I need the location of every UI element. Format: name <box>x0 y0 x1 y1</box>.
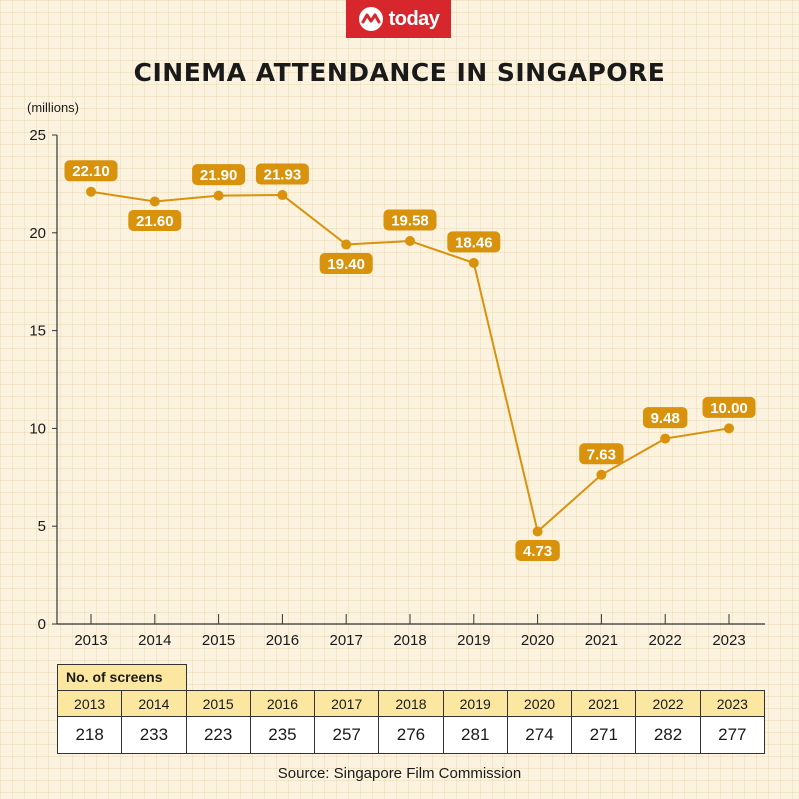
screens-count-cell: 235 <box>249 716 316 754</box>
x-tick-label: 2019 <box>457 632 490 649</box>
screens-year-cell: 2023 <box>699 690 766 717</box>
x-tick-label: 2013 <box>74 632 107 649</box>
screens-count-cell: 223 <box>185 716 251 754</box>
screens-year-cell: 2014 <box>121 690 187 717</box>
x-tick-label: 2014 <box>138 632 171 649</box>
screens-year-cell: 2020 <box>506 690 573 717</box>
chart-title: CINEMA ATTENDANCE IN SINGAPORE <box>133 58 666 87</box>
data-point <box>660 433 671 444</box>
screens-year-cell: 2019 <box>442 690 508 717</box>
data-point <box>468 257 479 268</box>
screens-count-cell: 276 <box>378 716 444 754</box>
screens-count-cell: 282 <box>635 716 701 754</box>
data-point <box>213 190 224 201</box>
data-label-text: 9.48 <box>651 410 680 427</box>
x-tick-label: 2022 <box>649 632 682 649</box>
screens-count-cell: 277 <box>699 716 766 754</box>
data-label-text: 7.63 <box>587 446 616 463</box>
data-label: 9.48 <box>643 407 688 429</box>
screens-year-cell: 2022 <box>635 690 701 717</box>
y-tick-label: 10 <box>29 420 46 437</box>
data-label: 21.93 <box>255 163 309 185</box>
x-tick-label: 2020 <box>521 632 554 649</box>
source-note: Source: Singapore Film Commission <box>277 765 522 782</box>
screens-count-cell: 274 <box>506 716 573 754</box>
data-label-box <box>128 210 182 232</box>
today-logo: today <box>346 0 451 38</box>
data-label-box <box>579 443 624 465</box>
data-label: 7.63 <box>579 443 624 465</box>
data-label-box <box>643 407 688 429</box>
y-tick-label: 20 <box>29 225 46 242</box>
data-label-box <box>192 164 246 186</box>
x-tick-label: 2015 <box>202 632 235 649</box>
x-tick-label: 2021 <box>585 632 618 649</box>
data-label: 19.40 <box>319 253 373 275</box>
data-point <box>149 196 160 207</box>
data-label-text: 21.93 <box>264 167 302 184</box>
today-logo-icon <box>358 7 383 31</box>
screens-count-cell: 271 <box>571 716 637 754</box>
data-label: 18.46 <box>447 231 501 253</box>
screens-year-cell: 2016 <box>249 690 316 717</box>
screens-years-row: 2013 2014 2015 2016 2017 2018 2019 2020 2021 2022… <box>56 690 766 717</box>
data-label: 19.58 <box>383 209 437 231</box>
data-label-box <box>319 253 373 275</box>
data-label-box <box>64 160 118 182</box>
data-point <box>277 190 288 201</box>
data-label-box <box>383 209 437 231</box>
screens-year-cell: 2018 <box>378 690 444 717</box>
data-label-box <box>702 396 756 418</box>
data-label-text: 18.46 <box>455 234 493 251</box>
screens-table-header: No. of screens <box>57 664 187 690</box>
data-point <box>86 186 96 197</box>
screens-count-cell: 233 <box>121 716 187 754</box>
data-label-text: 4.73 <box>523 543 552 560</box>
data-point <box>405 236 415 247</box>
x-tick-label: 2018 <box>393 632 426 649</box>
screens-count-cell: 218 <box>56 716 123 754</box>
data-point <box>341 239 352 250</box>
data-label-box <box>447 231 501 253</box>
data-label-text: 10.00 <box>710 400 748 417</box>
screens-year-cell: 2017 <box>314 690 380 717</box>
screens-year-cell: 2015 <box>185 690 251 717</box>
data-label-text: 22.10 <box>72 163 110 180</box>
data-point <box>596 469 607 480</box>
y-tick-label: 25 <box>29 127 46 144</box>
data-label-text: 21.90 <box>200 167 238 184</box>
y-tick-label: 5 <box>38 518 46 535</box>
data-point <box>532 526 543 537</box>
x-tick-label: 2023 <box>712 632 745 649</box>
line-chart: (millions) 0 5 10 15 20 25 2013 2014 2015 2016 20… <box>27 100 765 649</box>
y-tick-label: 15 <box>29 323 46 340</box>
data-label-text: 19.40 <box>327 256 365 273</box>
data-label-text: 21.60 <box>136 213 174 230</box>
data-label-box <box>515 539 560 561</box>
data-label: 4.73 <box>515 539 560 561</box>
brand-name: today <box>388 7 440 30</box>
screens-year-cell: 2021 <box>571 690 637 717</box>
screens-table: 2013 2014 2015 2016 2017 2018 2019 2020 2021 2022… <box>56 690 766 754</box>
screens-count-cell: 281 <box>442 716 508 754</box>
data-label-text: 19.58 <box>391 213 429 230</box>
screens-counts-row: 218 233 223 235 257 276 281 274 271 282 277 <box>56 716 766 754</box>
x-tick-label: 2016 <box>266 632 299 649</box>
data-label: 10.00 <box>702 396 756 418</box>
y-axis-unit-label: (millions) <box>27 100 79 115</box>
data-point <box>724 423 734 434</box>
screens-year-cell: 2013 <box>56 690 123 717</box>
data-label: 21.60 <box>128 210 182 232</box>
data-label: 21.90 <box>192 164 246 186</box>
data-label-box <box>255 163 309 185</box>
data-label: 22.10 <box>64 160 118 182</box>
x-tick-label: 2017 <box>330 632 363 649</box>
y-tick-label: 0 <box>38 616 46 633</box>
screens-count-cell: 257 <box>314 716 380 754</box>
